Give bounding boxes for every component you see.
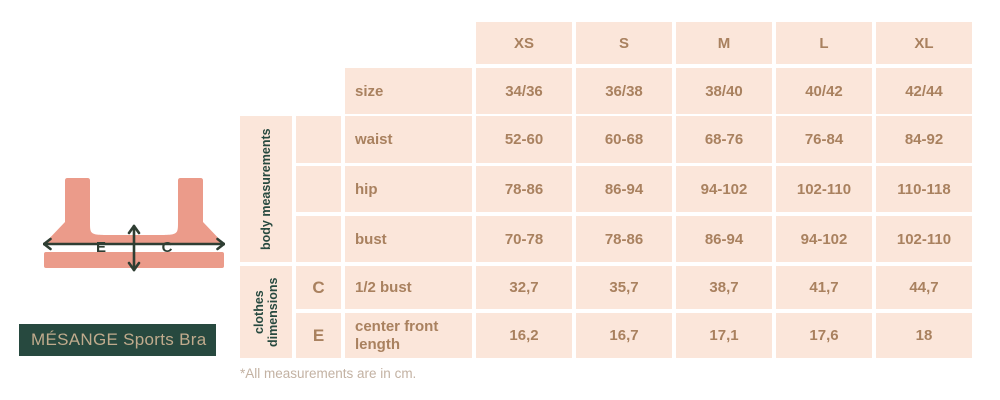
svg-text:C: C xyxy=(162,239,173,256)
svg-text:E: E xyxy=(96,239,106,256)
